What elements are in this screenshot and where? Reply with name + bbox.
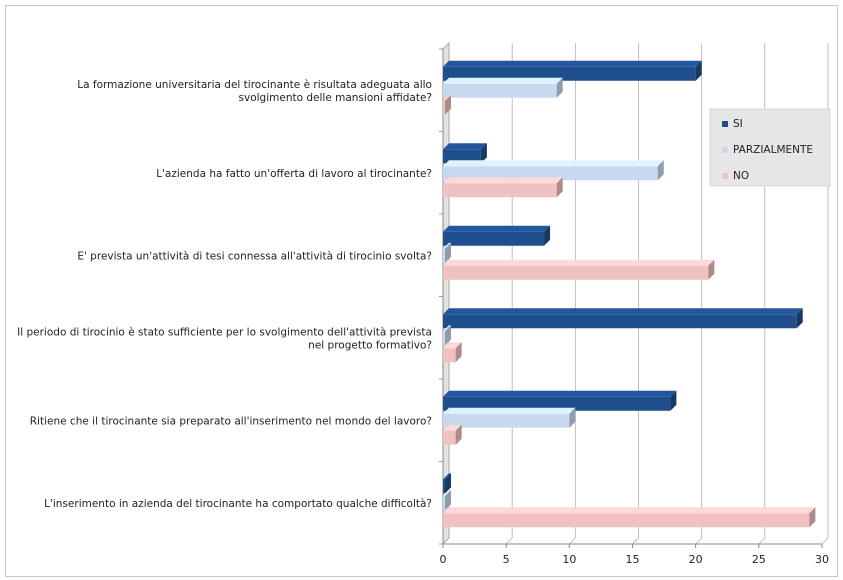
- legend-label: PARZIALMENTE: [733, 144, 813, 156]
- bar-side: [455, 424, 462, 445]
- bar-top: [443, 160, 664, 167]
- bar-top: [443, 424, 462, 431]
- bar-top: [443, 242, 451, 249]
- bar: [443, 331, 445, 346]
- gridline-floor: [505, 537, 513, 545]
- bar-top: [443, 143, 487, 150]
- category-label: E' prevista un'attività di tesi connessa…: [77, 250, 432, 262]
- bar: [443, 231, 545, 246]
- x-tick-label: 30: [815, 553, 829, 566]
- bar: [443, 396, 671, 411]
- category-label: L'azienda ha fatto un'offerta di lavoro …: [156, 168, 432, 180]
- bar-side: [695, 60, 702, 81]
- x-tick-label: 25: [752, 553, 766, 566]
- bar: [443, 83, 557, 98]
- x-tick-label: 0: [440, 553, 447, 566]
- bar-side: [708, 259, 715, 280]
- category-label: Ritiene che il tirocinante sia preparato…: [30, 415, 432, 427]
- bar-top: [443, 407, 576, 414]
- gridline-floor: [695, 537, 702, 545]
- bar-top: [443, 177, 563, 184]
- bar: [443, 149, 481, 164]
- bar-side: [657, 160, 664, 181]
- bar-top: [443, 77, 563, 84]
- legend-label: NO: [733, 170, 749, 182]
- bar: [443, 496, 445, 511]
- bar-side: [556, 177, 563, 198]
- plot-left-wall: [442, 42, 450, 545]
- category-label: nel progetto formativo?: [308, 339, 432, 351]
- bar: [443, 66, 696, 81]
- gridline-floor: [632, 537, 639, 545]
- bar-side: [455, 342, 462, 363]
- bar: [443, 183, 557, 198]
- bar-side: [445, 473, 451, 494]
- bar-chart: 0 5 10 15 20 25 30 La formazione universitaria …: [17, 42, 831, 566]
- gridline-floor: [821, 537, 829, 545]
- category-label: Il periodo di tirocinio è stato sufficie…: [17, 326, 432, 338]
- category-label: L'inserimento in azienda del tirocinante…: [44, 498, 432, 510]
- bar-top: [443, 507, 816, 514]
- bar: [443, 314, 797, 329]
- bar-top: [443, 259, 715, 266]
- bar-side: [544, 225, 551, 246]
- chart-frame: 0 5 10 15 20 25 30 La formazione universitaria …: [5, 5, 838, 577]
- bar-side: [480, 143, 487, 164]
- bar: [443, 430, 456, 445]
- bar: [443, 348, 456, 363]
- bar-top: [443, 94, 451, 101]
- x-tick-label: 10: [562, 553, 576, 566]
- bar: [443, 479, 445, 494]
- bar-side: [809, 507, 816, 528]
- legend-label: SI: [733, 118, 743, 130]
- x-tick-label: 5: [503, 553, 510, 566]
- bar-side: [445, 490, 451, 511]
- bar-side: [796, 308, 803, 329]
- bar-top: [443, 473, 451, 480]
- bar-side: [445, 325, 451, 346]
- bar: [443, 265, 709, 280]
- category-label: La formazione universitaria del tirocina…: [77, 79, 432, 91]
- bar-side: [445, 94, 451, 115]
- bar-top: [443, 60, 702, 67]
- legend-swatch: [722, 121, 728, 127]
- bar: [443, 100, 445, 115]
- category-label: svolgimento delle mansioni affidate?: [239, 92, 432, 104]
- bar: [443, 513, 810, 528]
- legend-swatch: [722, 147, 728, 153]
- bar-top: [443, 308, 803, 315]
- bar-top: [443, 490, 451, 497]
- bar-top: [443, 390, 677, 397]
- gridline-floor: [569, 537, 576, 545]
- x-tick-label: 20: [689, 553, 703, 566]
- bar-side: [556, 77, 563, 98]
- legend-swatch: [722, 173, 728, 179]
- bar: [443, 166, 658, 181]
- bar-top: [443, 342, 462, 349]
- legend: [709, 108, 831, 187]
- bar-side: [569, 407, 576, 428]
- bar: [443, 248, 445, 263]
- bar-top: [443, 225, 551, 232]
- x-tick-label: 15: [626, 553, 640, 566]
- gridline-floor: [758, 537, 766, 545]
- bar-side: [445, 242, 451, 263]
- bar: [443, 413, 570, 428]
- bar-side: [670, 390, 677, 411]
- bar-top: [443, 325, 451, 332]
